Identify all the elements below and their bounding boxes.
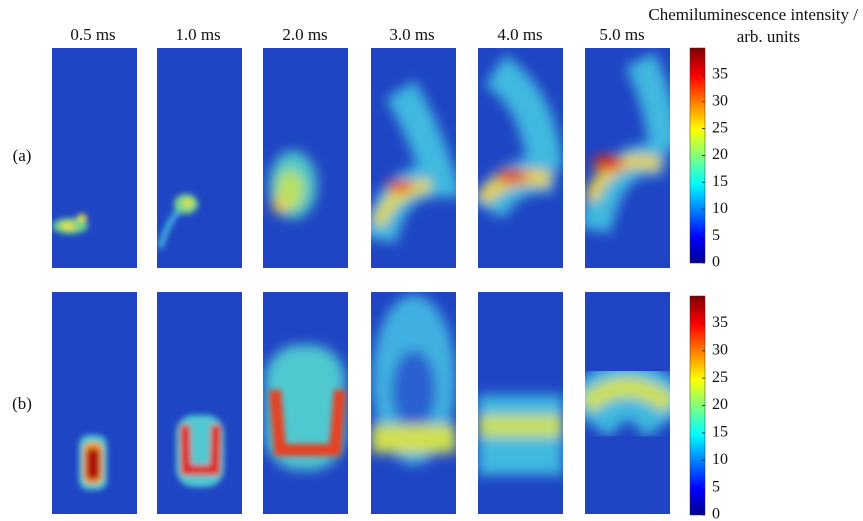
colorbar-tick-label: 35: [712, 314, 728, 331]
column-label: 1.0 ms: [175, 25, 220, 44]
colorbar-tick-label: 10: [712, 451, 728, 468]
colorbar-tick-label: 10: [712, 200, 728, 217]
column-label: 3.0 ms: [389, 25, 434, 44]
colorbar-tick-label: 15: [712, 424, 728, 441]
panel-b: [52, 292, 670, 514]
colorbar-units: arb. units: [737, 27, 800, 46]
colorbar-tick-label: 35: [712, 66, 728, 83]
colorbar-tick-label: 30: [712, 341, 728, 358]
column-label: 0.5 ms: [70, 25, 115, 44]
colorbar-tick-label: 0: [712, 254, 720, 271]
row-label: (a): [13, 146, 32, 165]
colorbar-tick-label: 15: [712, 173, 728, 190]
column-label: 5.0 ms: [599, 25, 644, 44]
column-label: 2.0 ms: [282, 25, 327, 44]
colorbar-tick-label: 5: [712, 478, 720, 495]
colorbar-tick-label: 25: [712, 369, 728, 386]
colorbar-tick-label: 5: [712, 227, 720, 244]
colorbar-tick-label: 20: [712, 396, 728, 413]
panel-a: [52, 48, 670, 268]
row-label: (b): [12, 394, 32, 413]
colorbar-tick-label: 20: [712, 146, 728, 163]
column-label: 4.0 ms: [497, 25, 542, 44]
figure: Chemiluminescence intensity / arb. units…: [0, 0, 863, 521]
colorbar-tick-label: 25: [712, 119, 728, 136]
colorbar-title: Chemiluminescence intensity /: [648, 5, 858, 24]
colorbar-tick-label: 0: [712, 506, 720, 521]
colorbar-tick-label: 30: [712, 92, 728, 109]
